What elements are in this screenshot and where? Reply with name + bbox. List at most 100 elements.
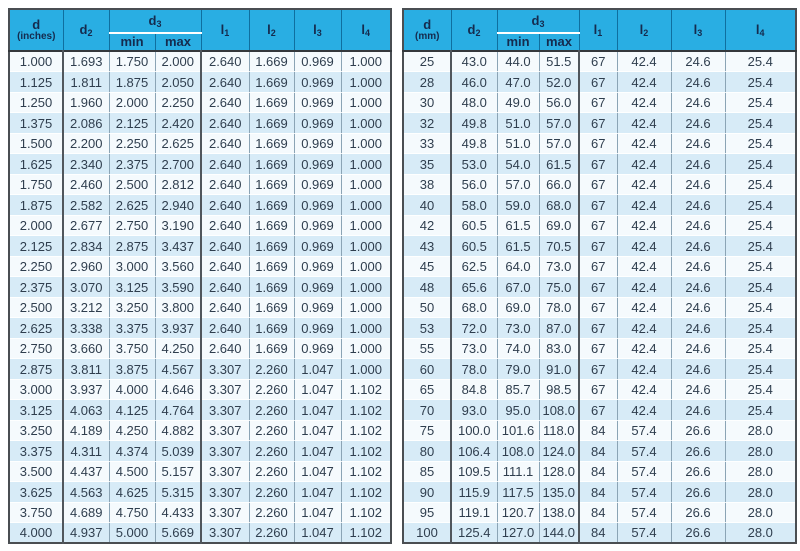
header-l4: l4 bbox=[340, 8, 392, 52]
table-cell: 0.969 bbox=[294, 194, 342, 216]
table-cell: 4.937 bbox=[63, 522, 110, 544]
table-cell: 3.937 bbox=[63, 379, 110, 401]
table-cell: 118.0 bbox=[539, 420, 580, 442]
table-cell: 52.0 bbox=[539, 71, 580, 93]
header-l2: l2 bbox=[248, 8, 295, 52]
table-cell: 69.0 bbox=[497, 297, 540, 319]
table-cell: 3.125 bbox=[9, 399, 64, 421]
table-cell: 0.969 bbox=[294, 112, 342, 134]
header-l3-base: l bbox=[693, 22, 698, 37]
table-cell: 24.6 bbox=[671, 276, 726, 298]
table-cell: 42.4 bbox=[617, 276, 672, 298]
table-cell: 1.047 bbox=[294, 420, 342, 442]
table-cell: 42.4 bbox=[617, 235, 672, 257]
table-cell: 111.1 bbox=[497, 461, 540, 483]
table-cell: 42.4 bbox=[617, 153, 672, 175]
table-row: 3.750 4.689 4.750 4.433 3.307 2.260 1.047 1.102 bbox=[9, 502, 391, 524]
table-cell: 56.0 bbox=[539, 92, 580, 114]
table-cell: 2.500 bbox=[109, 174, 156, 196]
table-cell: 0.969 bbox=[294, 235, 342, 257]
table-cell: 1.000 bbox=[341, 51, 391, 73]
table-cell: 51.0 bbox=[497, 133, 540, 155]
table-cell: 28.0 bbox=[725, 420, 796, 442]
table-row: 38 56.0 57.0 66.0 67 42.4 24.6 25.4 bbox=[403, 174, 796, 196]
table-cell: 1.102 bbox=[341, 461, 391, 483]
table-cell: 42.4 bbox=[617, 71, 672, 93]
header-d2-base: d bbox=[467, 22, 476, 37]
inches-table-body: 1.000 1.693 1.750 2.000 2.640 1.669 0.969 1.000… bbox=[9, 51, 391, 544]
table-cell: 4.625 bbox=[109, 481, 156, 503]
table-cell: 0.969 bbox=[294, 215, 342, 237]
inches-table-header: d (inches) d2 d3 l1 l2 l3 l4 min max bbox=[8, 8, 392, 52]
table-cell: 43.0 bbox=[451, 51, 498, 73]
table-cell: 65 bbox=[403, 379, 452, 401]
table-row: 50 68.0 69.0 78.0 67 42.4 24.6 25.4 bbox=[403, 297, 796, 319]
table-cell: 106.4 bbox=[451, 440, 498, 462]
table-cell: 4.646 bbox=[155, 379, 202, 401]
table-cell: 2.640 bbox=[201, 194, 250, 216]
table-cell: 60 bbox=[403, 358, 452, 380]
table-cell: 1.000 bbox=[341, 338, 391, 360]
table-row: 2.000 2.677 2.750 3.190 2.640 1.669 0.969 1.000 bbox=[9, 215, 391, 237]
table-cell: 2.420 bbox=[155, 112, 202, 134]
header-d3-sub: 3 bbox=[539, 18, 545, 29]
table-cell: 120.7 bbox=[497, 502, 540, 524]
table-cell: 4.500 bbox=[109, 461, 156, 483]
header-d3-sub: 3 bbox=[156, 18, 162, 29]
table-cell: 2.086 bbox=[63, 112, 110, 134]
table-cell: 127.0 bbox=[497, 522, 540, 544]
table-cell: 4.250 bbox=[155, 338, 202, 360]
table-cell: 91.0 bbox=[539, 358, 580, 380]
table-cell: 67 bbox=[579, 317, 618, 339]
table-row: 75 100.0 101.6 118.0 84 57.4 26.6 28.0 bbox=[403, 420, 796, 442]
header-d3-base: d bbox=[531, 12, 540, 28]
table-cell: 28.0 bbox=[725, 522, 796, 544]
table-cell: 4.000 bbox=[9, 522, 64, 544]
table-cell: 115.9 bbox=[451, 481, 498, 503]
table-cell: 24.6 bbox=[671, 379, 726, 401]
table-cell: 25.4 bbox=[725, 71, 796, 93]
table-cell: 67 bbox=[579, 153, 618, 175]
table-cell: 2.640 bbox=[201, 276, 250, 298]
table-cell: 25.4 bbox=[725, 235, 796, 257]
table-cell: 1.500 bbox=[9, 133, 64, 155]
table-cell: 57.0 bbox=[539, 133, 580, 155]
table-cell: 1.102 bbox=[341, 481, 391, 503]
table-cell: 1.047 bbox=[294, 522, 342, 544]
table-cell: 117.5 bbox=[497, 481, 540, 503]
table-cell: 46.0 bbox=[451, 71, 498, 93]
table-cell: 24.6 bbox=[671, 133, 726, 155]
table-cell: 42.4 bbox=[617, 256, 672, 278]
header-l4-sub: 4 bbox=[759, 28, 765, 38]
table-cell: 1.669 bbox=[249, 235, 295, 257]
table-cell: 4.311 bbox=[63, 440, 110, 462]
table-cell: 1.000 bbox=[341, 92, 391, 114]
table-cell: 1.000 bbox=[341, 256, 391, 278]
table-cell: 2.625 bbox=[155, 133, 202, 155]
table-row: 4.000 4.937 5.000 5.669 3.307 2.260 1.047 1.102 bbox=[9, 522, 391, 544]
table-cell: 2.625 bbox=[109, 194, 156, 216]
table-cell: 28.0 bbox=[725, 502, 796, 524]
table-cell: 2.640 bbox=[201, 112, 250, 134]
table-cell: 2.625 bbox=[9, 317, 64, 339]
table-cell: 25.4 bbox=[725, 358, 796, 380]
table-cell: 57.4 bbox=[617, 522, 672, 544]
header-d2: d2 bbox=[62, 8, 110, 52]
table-cell: 67 bbox=[579, 276, 618, 298]
table-cell: 24.6 bbox=[671, 297, 726, 319]
table-cell: 2.582 bbox=[63, 194, 110, 216]
table-cell: 3.500 bbox=[9, 461, 64, 483]
table-cell: 58.0 bbox=[451, 194, 498, 216]
table-cell: 24.6 bbox=[671, 92, 726, 114]
table-cell: 4.000 bbox=[109, 379, 156, 401]
header-d-inches: d (inches) bbox=[8, 8, 64, 52]
table-cell: 2.375 bbox=[9, 276, 64, 298]
table-cell: 3.375 bbox=[109, 317, 156, 339]
table-cell: 108.0 bbox=[497, 440, 540, 462]
table-cell: 1.102 bbox=[341, 440, 391, 462]
table-cell: 1.000 bbox=[341, 235, 391, 257]
table-cell: 5.669 bbox=[155, 522, 202, 544]
table-cell: 4.567 bbox=[155, 358, 202, 380]
table-cell: 1.000 bbox=[341, 358, 391, 380]
table-cell: 57.0 bbox=[497, 174, 540, 196]
